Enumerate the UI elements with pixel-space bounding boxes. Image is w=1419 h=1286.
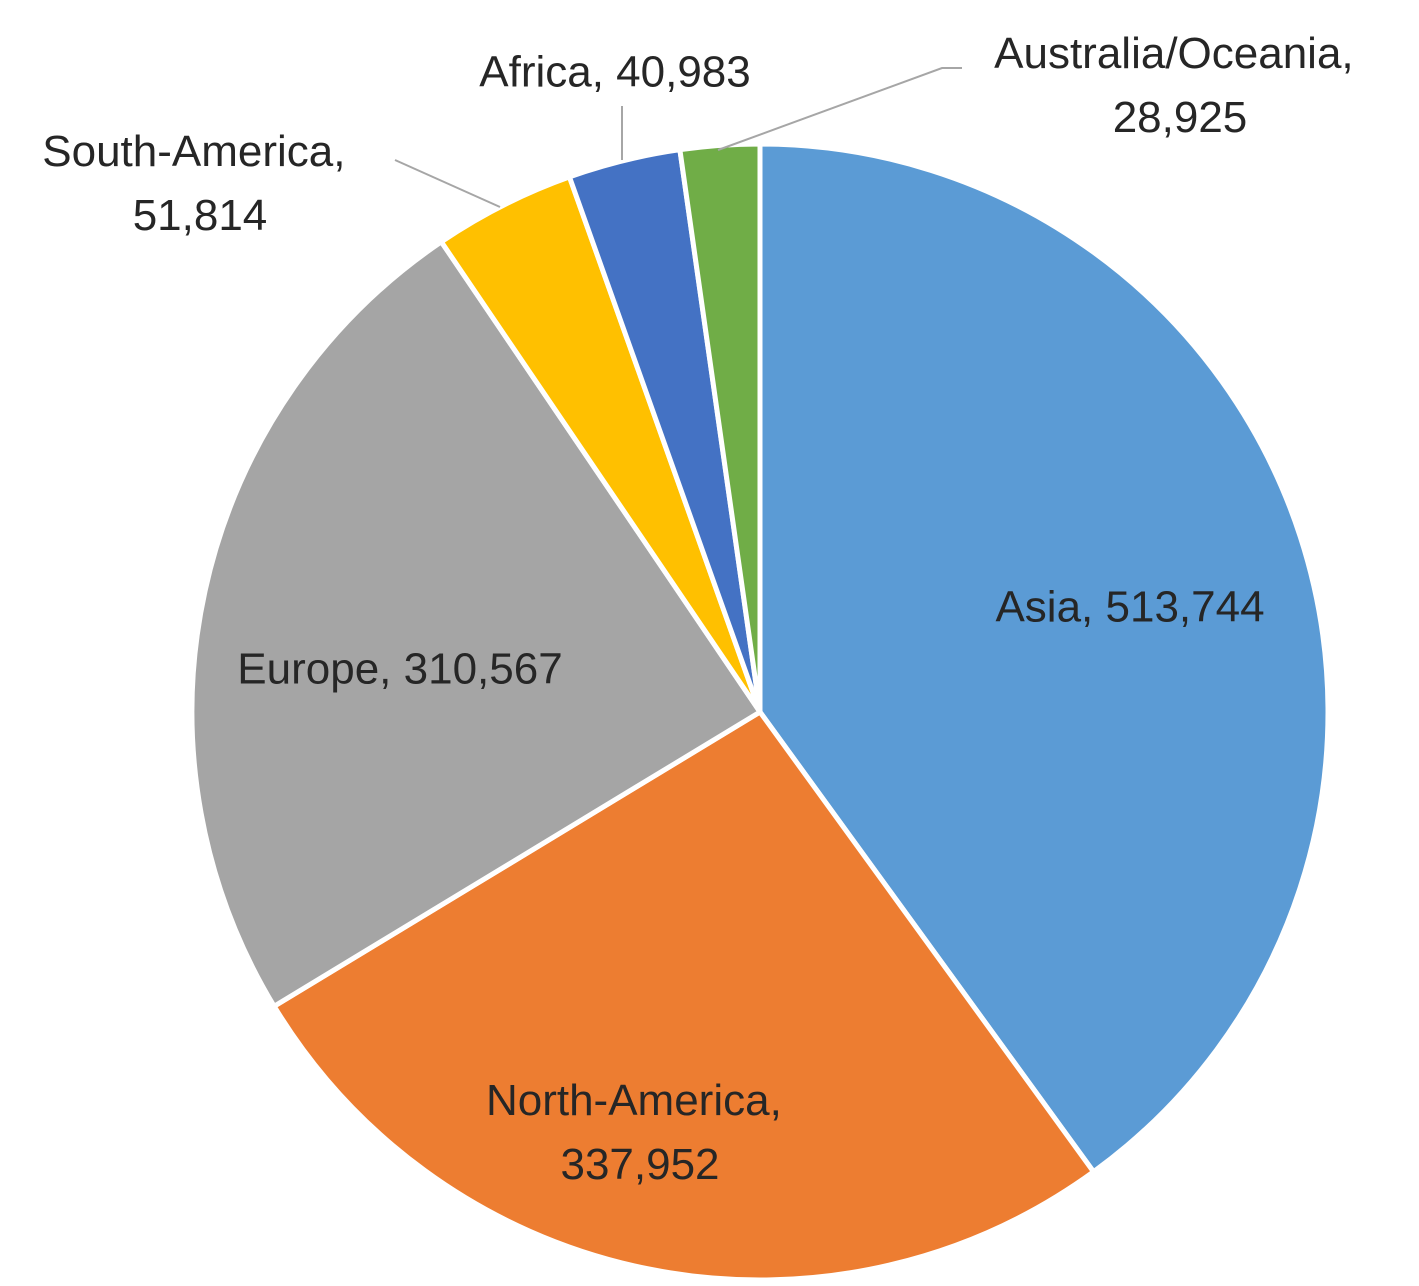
leader-line xyxy=(717,67,962,151)
data-label: North-America, 337,952 xyxy=(486,1076,794,1189)
pie-slice xyxy=(189,239,763,1009)
pie-slice xyxy=(757,141,1331,1175)
data-label-line: 51,814 xyxy=(133,191,268,240)
pie-slice xyxy=(677,141,763,715)
pie-slice xyxy=(271,709,1097,1283)
data-label-line: North-America, xyxy=(486,1076,794,1125)
data-label: Australia/Oceania, 28,925 xyxy=(994,29,1366,142)
data-label: Africa, 40,983 xyxy=(479,48,751,97)
data-label: Asia, 513,744 xyxy=(995,583,1264,632)
data-label: Europe, 310,567 xyxy=(237,645,562,694)
data-label-line: South-America, xyxy=(42,127,357,176)
data-label: South-America, 51,814 xyxy=(42,127,357,240)
leader-line xyxy=(394,159,501,208)
data-label-line: 28,925 xyxy=(1113,93,1248,142)
data-label-line: Australia/Oceania, xyxy=(994,29,1366,78)
data-label-line: 337,952 xyxy=(560,1140,719,1189)
